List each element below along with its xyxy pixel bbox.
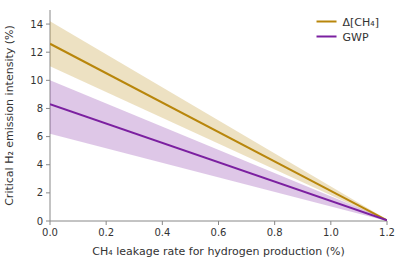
- y-tick: [46, 24, 50, 25]
- legend-label: Δ[CH₄]: [343, 16, 379, 29]
- y-tick: [46, 164, 50, 165]
- x-tick-label: 1.0: [323, 227, 339, 238]
- uncertainty-band: [50, 80, 387, 221]
- plot-area: [50, 21, 387, 221]
- legend-swatch: [317, 21, 337, 23]
- x-tick-label: 0.6: [211, 227, 227, 238]
- x-tick: [50, 221, 51, 225]
- y-tick-label: 0: [37, 216, 43, 227]
- y-tick: [46, 192, 50, 193]
- chart: 0.0 0.2 0.4 0.6 0.8 1.0 1.2 0 2 4 6 8 10 12 14 CH₄ leak…: [0, 0, 401, 261]
- y-tick-label: 12: [30, 47, 43, 58]
- x-tick-label: 0.0: [42, 227, 58, 238]
- y-tick: [46, 52, 50, 53]
- x-tick-label: 0.8: [267, 227, 283, 238]
- y-tick: [46, 221, 50, 222]
- y-axis-label: Critical H₂ emission intensity (%): [3, 25, 16, 206]
- y-tick: [46, 80, 50, 81]
- y-tick-label: 4: [37, 159, 43, 170]
- x-tick: [106, 221, 107, 225]
- x-tick-label: 1.2: [379, 227, 395, 238]
- y-tick-label: 2: [37, 187, 43, 198]
- y-tick: [46, 136, 50, 137]
- uncertainty-band: [50, 21, 387, 221]
- y-tick-label: 14: [30, 19, 43, 30]
- y-tick: [46, 108, 50, 109]
- y-tick-label: 8: [37, 103, 43, 114]
- y-tick-label: 6: [37, 131, 43, 142]
- legend-label: GWP: [343, 31, 369, 44]
- series-line: [50, 104, 387, 220]
- legend-swatch: [317, 36, 337, 38]
- legend: Δ[CH₄] GWP: [317, 16, 379, 44]
- x-tick-label: 0.4: [154, 227, 170, 238]
- x-axis-label: CH₄ leakage rate for hydrogen production…: [92, 245, 344, 258]
- x-tick: [387, 221, 388, 225]
- x-tick: [218, 221, 219, 225]
- x-tick-label: 0.2: [98, 227, 114, 238]
- x-tick: [330, 221, 331, 225]
- x-tick: [274, 221, 275, 225]
- x-tick: [162, 221, 163, 225]
- y-tick-label: 10: [30, 75, 43, 86]
- series-line: [50, 44, 387, 221]
